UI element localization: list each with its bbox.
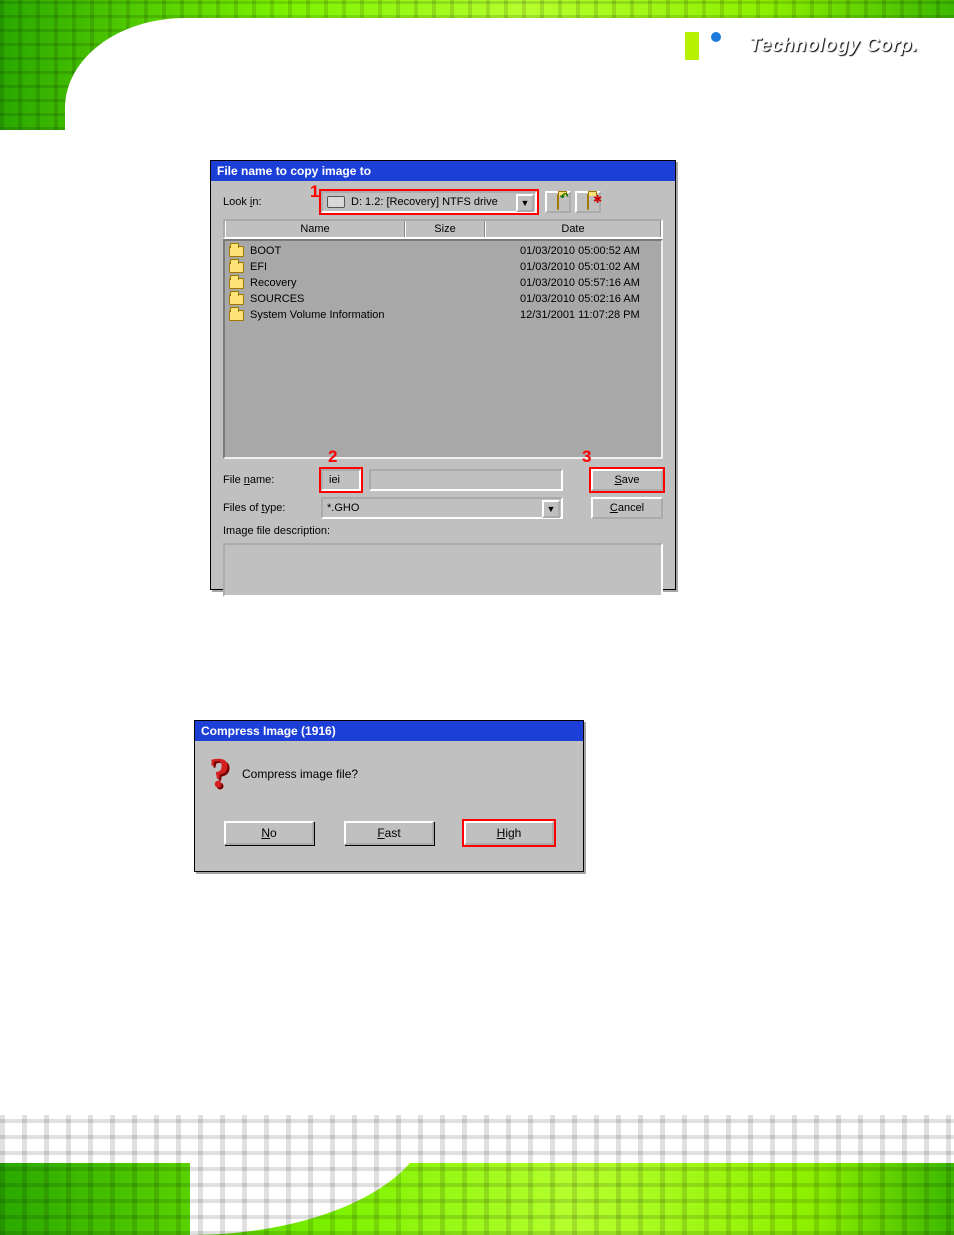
compress-dialog: Compress Image (1916) ? Compress image f… bbox=[194, 720, 584, 872]
description-label: Image file description: bbox=[223, 525, 330, 537]
folder-icon bbox=[229, 278, 244, 289]
callout-marker-3: 3 bbox=[582, 447, 591, 467]
header-name[interactable]: Name bbox=[225, 221, 405, 237]
list-item[interactable]: SOURCES01/03/2010 05:02:16 AM bbox=[229, 291, 657, 307]
callout-marker-1: 1 bbox=[310, 182, 319, 202]
footer-banner bbox=[0, 1115, 954, 1235]
folder-icon bbox=[229, 310, 244, 321]
company-name: Technology Corp. bbox=[749, 35, 918, 57]
filename-value: iei bbox=[329, 474, 340, 486]
circuit-pattern bbox=[0, 1115, 954, 1235]
file-list[interactable]: BOOT01/03/2010 05:00:52 AMEFI01/03/2010 … bbox=[223, 239, 663, 459]
filetype-combo[interactable]: *.GHO ▼ bbox=[321, 497, 563, 519]
drive-combo-text: D: 1.2: [Recovery] NTFS drive bbox=[351, 196, 498, 208]
new-folder-icon: ✱ bbox=[587, 195, 589, 209]
company-logo: ® Technology Corp. bbox=[669, 32, 918, 60]
file-name: System Volume Information bbox=[250, 309, 480, 321]
file-date: 12/31/2001 11:07:28 PM bbox=[480, 309, 657, 321]
folder-icon bbox=[229, 262, 244, 273]
callout-marker-2: 2 bbox=[328, 447, 337, 467]
filetype-value: *.GHO bbox=[327, 502, 359, 514]
registered-icon: ® bbox=[729, 38, 739, 54]
nav-up-button[interactable]: ↶ bbox=[545, 191, 571, 213]
filename-input-rest[interactable] bbox=[369, 469, 563, 491]
dialog-title: File name to copy image to bbox=[211, 161, 675, 181]
save-image-dialog: File name to copy image to Look in: D: 1… bbox=[210, 160, 676, 590]
folder-icon bbox=[229, 294, 244, 305]
file-name: SOURCES bbox=[250, 293, 480, 305]
file-name: BOOT bbox=[250, 245, 480, 257]
file-date: 01/03/2010 05:00:52 AM bbox=[480, 245, 657, 257]
description-input[interactable] bbox=[223, 543, 663, 597]
filetype-label: Files of type: bbox=[223, 502, 313, 514]
list-item[interactable]: EFI01/03/2010 05:01:02 AM bbox=[229, 259, 657, 275]
drive-combo[interactable]: D: 1.2: [Recovery] NTFS drive ▼ bbox=[321, 191, 537, 213]
compress-dialog-title: Compress Image (1916) bbox=[195, 721, 583, 741]
high-button[interactable]: High bbox=[464, 821, 554, 845]
folder-icon bbox=[229, 246, 244, 257]
new-folder-button[interactable]: ✱ bbox=[575, 191, 601, 213]
file-list-header: Name Size Date bbox=[223, 219, 663, 239]
fast-button[interactable]: Fast bbox=[344, 821, 434, 845]
list-item[interactable]: BOOT01/03/2010 05:00:52 AM bbox=[229, 243, 657, 259]
filename-label: File name: bbox=[223, 474, 313, 486]
header-date[interactable]: Date bbox=[485, 221, 661, 237]
question-icon: ? bbox=[209, 753, 230, 795]
list-item[interactable]: System Volume Information12/31/2001 11:0… bbox=[229, 307, 657, 323]
logo-mark bbox=[669, 32, 721, 60]
header-banner: ® Technology Corp. bbox=[0, 0, 954, 130]
header-size[interactable]: Size bbox=[405, 221, 485, 237]
filename-input-highlight[interactable]: iei bbox=[321, 469, 361, 491]
file-name: EFI bbox=[250, 261, 480, 273]
folder-up-icon: ↶ bbox=[557, 195, 559, 209]
list-item[interactable]: Recovery01/03/2010 05:57:16 AM bbox=[229, 275, 657, 291]
save-button[interactable]: Save bbox=[591, 469, 663, 491]
file-date: 01/03/2010 05:01:02 AM bbox=[480, 261, 657, 273]
lookin-label: Look in: bbox=[223, 196, 313, 208]
cancel-button[interactable]: Cancel bbox=[591, 497, 663, 519]
dropdown-icon[interactable]: ▼ bbox=[516, 194, 534, 212]
drive-icon bbox=[327, 196, 345, 208]
file-date: 01/03/2010 05:57:16 AM bbox=[480, 277, 657, 289]
file-name: Recovery bbox=[250, 277, 480, 289]
no-button[interactable]: No bbox=[224, 821, 314, 845]
dropdown-icon[interactable]: ▼ bbox=[542, 500, 560, 518]
file-date: 01/03/2010 05:02:16 AM bbox=[480, 293, 657, 305]
compress-question: Compress image file? bbox=[242, 767, 358, 781]
header-swoosh-2 bbox=[334, 82, 954, 130]
